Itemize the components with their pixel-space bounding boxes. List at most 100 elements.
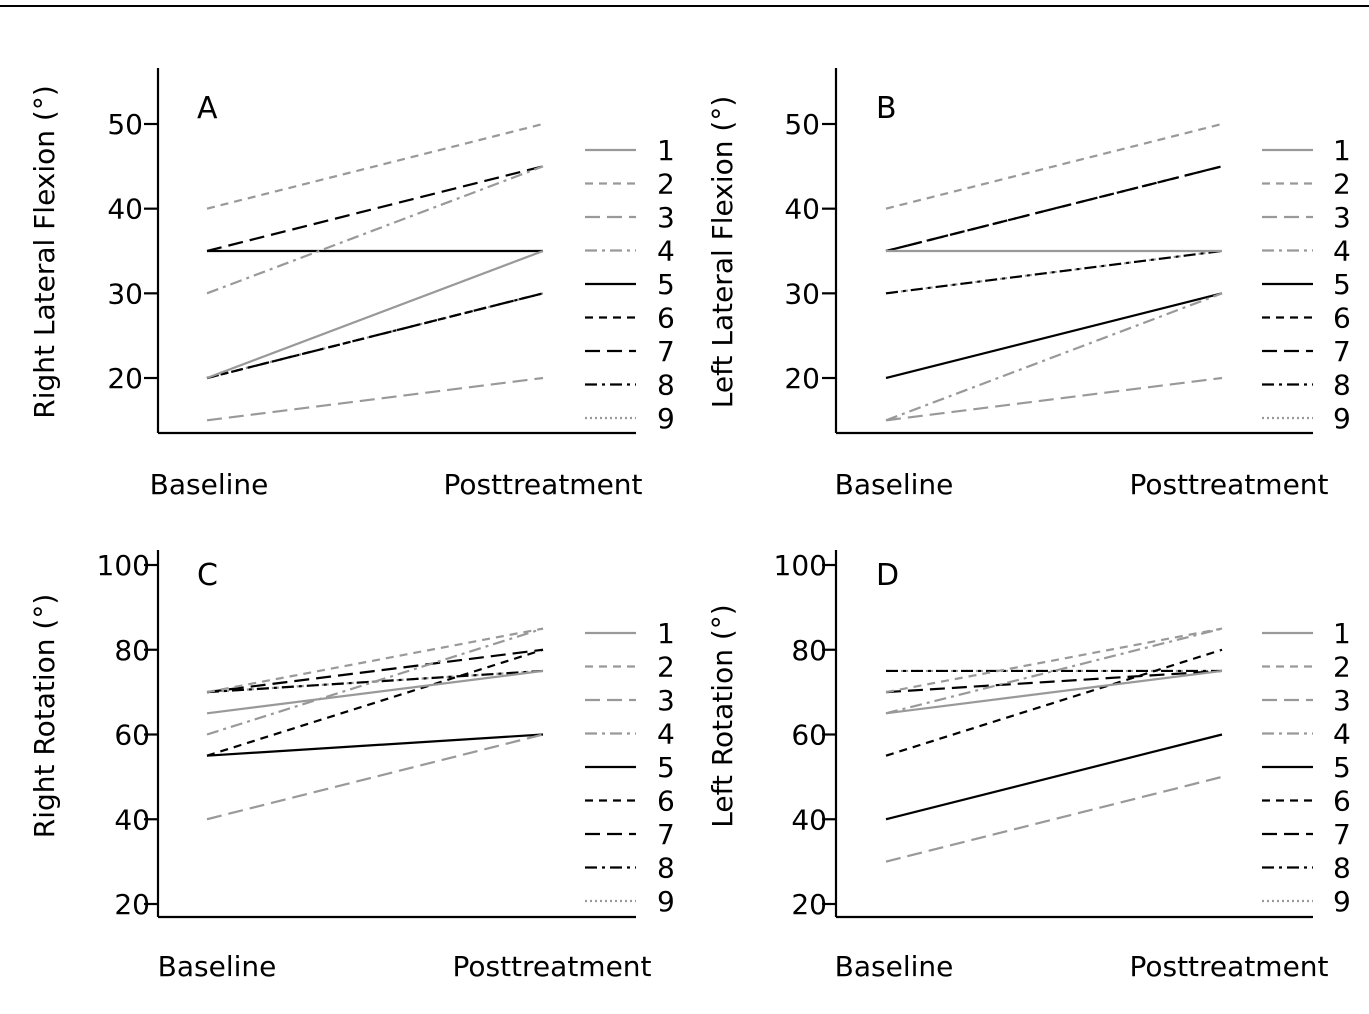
series-line-5 [885, 292, 1223, 380]
legend-label-2: 2 [1333, 168, 1351, 201]
series-line-7 [206, 648, 544, 694]
panel-d: 20 40 60 80 100 Left Rotation (°) D Baseline Pos… [706, 549, 1351, 983]
legend-label-7: 7 [1333, 818, 1351, 851]
series-line-1 [206, 249, 544, 380]
series-line-6 [885, 648, 1223, 757]
series-line-6 [206, 648, 544, 757]
legend-label-7: 7 [657, 818, 675, 851]
series-line-5 [206, 733, 544, 757]
legend-label-4: 4 [1333, 718, 1351, 751]
series-line-7 [885, 669, 1223, 694]
legend-label-1: 1 [657, 134, 675, 167]
legend-label-1: 1 [657, 617, 675, 650]
y-tick-label: 60 [114, 719, 150, 752]
y-tick-label: 30 [784, 277, 820, 310]
x-tick-label: Posttreatment [443, 468, 642, 501]
series-line-4 [206, 165, 544, 295]
y-tick-label: 40 [791, 803, 827, 836]
panel-label: B [876, 91, 897, 126]
x-tick-label: Baseline [150, 468, 269, 501]
legend-label-5: 5 [1333, 751, 1351, 784]
panel-label: D [876, 558, 899, 593]
series-line-1 [206, 669, 544, 715]
series-line-8 [885, 249, 1223, 295]
legend-label-8: 8 [1333, 852, 1351, 885]
y-tick-label: 40 [784, 193, 820, 226]
y-tick-label: 40 [114, 803, 150, 836]
y-tick-label: 40 [107, 193, 143, 226]
panel-c: 20 40 60 80 100 Right Rotation (°) C Baseline Po… [28, 549, 675, 983]
legend-label-6: 6 [1333, 302, 1351, 335]
y-axis-title: Left Rotation (°) [706, 604, 739, 827]
series-line-5 [885, 733, 1223, 821]
y-tick-label: 80 [791, 634, 827, 667]
series-line-4 [206, 627, 544, 736]
legend-label-2: 2 [657, 168, 675, 201]
series-line-2 [885, 122, 1223, 210]
x-tick-label: Baseline [835, 468, 954, 501]
y-tick-label: 60 [791, 719, 827, 752]
series-line-2 [206, 627, 544, 694]
legend-label-3: 3 [657, 201, 675, 234]
series-line-4 [885, 627, 1223, 715]
x-tick-label: Posttreatment [1129, 950, 1328, 983]
y-axis-title: Right Lateral Flexion (°) [28, 85, 61, 419]
y-tick-label: 20 [791, 888, 827, 921]
y-tick-label: 20 [107, 362, 143, 395]
y-axis-title: Right Rotation (°) [28, 594, 61, 838]
x-tick-label: Posttreatment [452, 950, 651, 983]
panel-b: 20 30 40 50 Left Lateral Flexion (°) B Baselin… [706, 68, 1351, 501]
legend-label-9: 9 [1333, 885, 1351, 918]
y-tick-label: 20 [114, 888, 150, 921]
legend-label-6: 6 [657, 302, 675, 335]
legend-label-3: 3 [657, 684, 675, 717]
legend-label-7: 7 [657, 335, 675, 368]
legend-label-9: 9 [657, 402, 675, 435]
x-tick-label: Baseline [835, 950, 954, 983]
legend-label-8: 8 [1333, 369, 1351, 402]
legend-label-5: 5 [657, 751, 675, 784]
y-tick-label: 50 [784, 108, 820, 141]
legend-label-9: 9 [1333, 402, 1351, 435]
legend-label-3: 3 [1333, 684, 1351, 717]
legend-label-6: 6 [1333, 785, 1351, 818]
legend-label-2: 2 [1333, 651, 1351, 684]
y-tick-label: 80 [114, 634, 150, 667]
legend-label-4: 4 [657, 235, 675, 268]
legend-label-7: 7 [1333, 335, 1351, 368]
series-line-6 [885, 165, 1223, 253]
y-tick-label: 50 [107, 108, 143, 141]
top-rule [0, 5, 1369, 7]
series-line-3 [206, 376, 544, 422]
legend-label-1: 1 [1333, 617, 1351, 650]
panel-label: A [197, 91, 218, 126]
y-tick-label: 20 [784, 362, 820, 395]
panel-label: C [197, 558, 218, 593]
series-line-3 [206, 733, 544, 821]
panel-a: 20 30 40 50 Right Lateral Flexion (°) A Baseli… [28, 68, 675, 501]
legend-label-3: 3 [1333, 201, 1351, 234]
legend-label-9: 9 [657, 885, 675, 918]
series-line-4 [885, 292, 1223, 422]
series-line-3 [885, 376, 1223, 422]
y-tick-label: 100 [774, 549, 827, 582]
legend-label-8: 8 [657, 852, 675, 885]
series-line-2 [206, 122, 544, 210]
series-line-6 [206, 292, 544, 380]
series-line-3 [885, 775, 1223, 863]
legend-label-5: 5 [657, 268, 675, 301]
x-tick-label: Posttreatment [1129, 468, 1328, 501]
legend-label-4: 4 [657, 718, 675, 751]
y-tick-label: 30 [107, 277, 143, 310]
legend-label-5: 5 [1333, 268, 1351, 301]
x-tick-label: Baseline [158, 950, 277, 983]
series-line-2 [885, 627, 1223, 694]
y-tick-label: 100 [97, 549, 150, 582]
legend-label-2: 2 [657, 651, 675, 684]
legend-label-1: 1 [1333, 134, 1351, 167]
legend-label-8: 8 [657, 369, 675, 402]
legend-label-6: 6 [657, 785, 675, 818]
y-axis-title: Left Lateral Flexion (°) [706, 96, 739, 408]
series-line-7 [206, 165, 544, 253]
